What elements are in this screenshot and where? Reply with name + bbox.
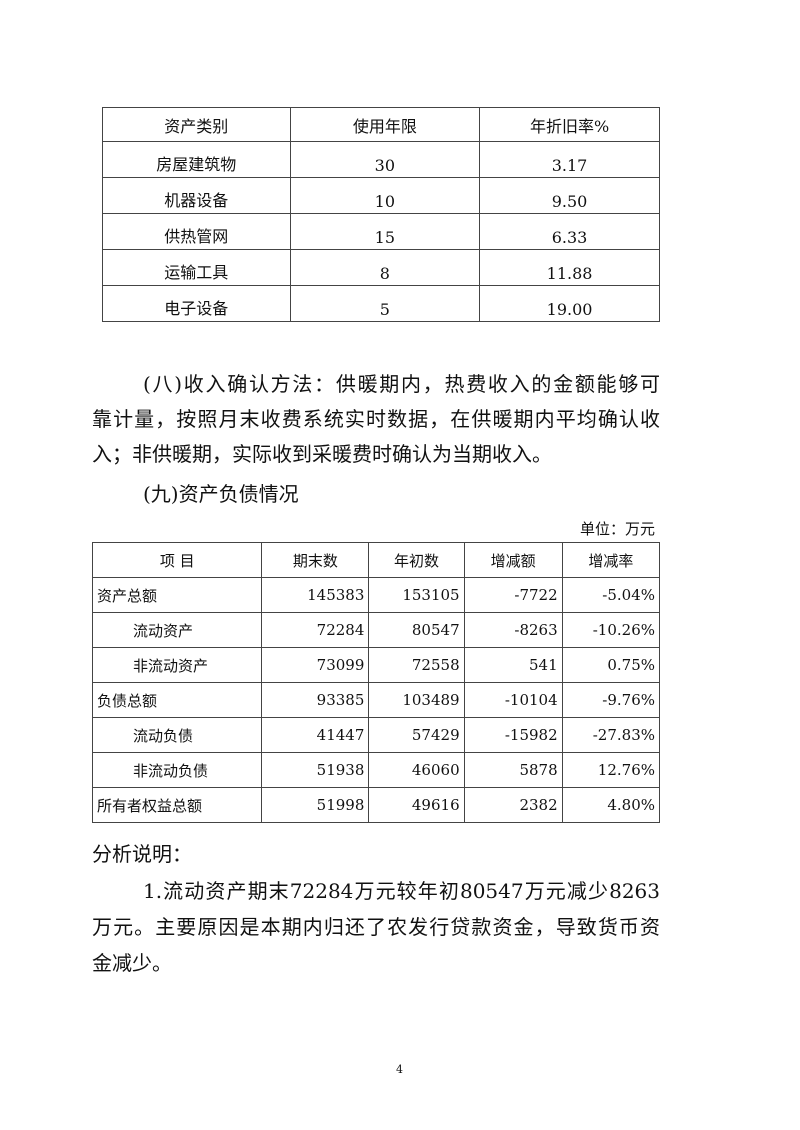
table-cell: 145383 [261, 577, 370, 613]
table-cell: 2382 [463, 787, 563, 823]
table-cell: 非流动资产 [91, 647, 263, 683]
revenue-paragraph-line: 入；非供暖期，实际收到采暖费时确认为当期收入。 [92, 442, 552, 466]
table-cell: 房屋建筑物 [102, 141, 291, 178]
table-cell: -9.76% [561, 682, 661, 718]
header-cell: 增减额 [463, 542, 563, 578]
table-row: 运输工具 8 11.88 [102, 249, 660, 286]
table-cell: -10104 [463, 682, 563, 718]
table-cell: 运输工具 [102, 249, 291, 286]
table-cell: 非流动负债 [91, 752, 263, 788]
table-cell: 51938 [261, 752, 370, 788]
table-cell: 57429 [368, 717, 465, 753]
table-row: 电子设备 5 19.00 [102, 285, 660, 322]
table-cell: 流动资产 [91, 612, 263, 648]
table-cell: 49616 [368, 787, 465, 823]
table-row: 机器设备 10 9.50 [102, 177, 660, 214]
table-cell: -5.04% [561, 577, 661, 613]
header-cell: 资产类别 [102, 107, 291, 142]
table-cell: 8 [289, 249, 481, 286]
header-cell: 使用年限 [289, 107, 481, 142]
table-cell: 103489 [368, 682, 465, 718]
table-header-row: 项 目期末数 年初数 增减额 增减率 [91, 542, 661, 578]
table-cell: -10.26% [561, 612, 661, 648]
header-cell: 年初数 [368, 542, 465, 578]
table-row: 非流动资产 73099 72558 541 0.75% [91, 647, 661, 683]
table-cell: 0.75% [561, 647, 661, 683]
unit-label: 单位：万元 [579, 520, 655, 538]
revenue-paragraph-line: 靠计量，按照月末收费系统实时数据，在供暖期内平均确认收 [92, 407, 660, 431]
page-number: 4 [396, 1063, 403, 1076]
table-cell: 30 [289, 141, 481, 178]
header-cell: 期末数 [261, 542, 370, 578]
table-cell: -27.83% [561, 717, 661, 753]
table-row: 房屋建筑物 30 3.17 [102, 141, 660, 178]
table-row: 非流动负债 51938 46060 5878 12.76% [91, 752, 661, 788]
table-cell: 供热管网 [102, 213, 291, 250]
table-cell: 41447 [261, 717, 370, 753]
table-row: 负债总额 93385 103489 -10104 -9.76% [91, 682, 661, 718]
depreciation-table: 资产类别 使用年限 年折旧率% 房屋建筑物 30 3.17 机器设备 10 9.50 供热管网 15… [102, 107, 660, 322]
section-heading: (九)资产负债情况 [143, 482, 299, 506]
table-row: 资产总额 145383 153105 -7722 -5.04% [91, 577, 661, 613]
table-cell: -7722 [463, 577, 563, 613]
analysis-paragraph-line: 1.流动资产期末72284万元较年初80547万元减少8263 [143, 879, 660, 903]
table-cell: 153105 [368, 577, 465, 613]
table-cell: 15 [289, 213, 481, 250]
table-row: 流动资产 72284 80547 -8263 -10.26% [91, 612, 661, 648]
table-cell: 46060 [368, 752, 465, 788]
table-cell: 11.88 [479, 249, 660, 286]
table-cell: 9.50 [479, 177, 660, 214]
table-cell: 5 [289, 285, 481, 322]
header-cell: 项 目 [91, 542, 263, 578]
table-cell: 负债总额 [91, 682, 263, 718]
table-cell: 72558 [368, 647, 465, 683]
table-cell: 93385 [261, 682, 370, 718]
table-cell: 73099 [261, 647, 370, 683]
table-cell: -8263 [463, 612, 563, 648]
table-cell: -15982 [463, 717, 563, 753]
analysis-paragraph-line: 金减少。 [92, 951, 172, 975]
table-cell: 电子设备 [102, 285, 291, 322]
header-cell: 年折旧率% [479, 107, 660, 142]
table-cell: 10 [289, 177, 481, 214]
analysis-paragraph-line: 万元。主要原因是本期内归还了农发行贷款资金，导致货币资 [92, 915, 660, 939]
table-row: 流动负债 41447 57429 -15982 -27.83% [91, 717, 661, 753]
table-row: 所有者权益总额 51998 49616 2382 4.80% [91, 787, 661, 823]
balance-table: 项 目期末数 年初数 增减额 增减率 资产总额 145383 153105 -7722 -5.0… [91, 542, 661, 823]
table-cell: 资产总额 [91, 577, 263, 613]
table-cell: 5878 [463, 752, 563, 788]
table-cell: 所有者权益总额 [91, 787, 263, 823]
table-cell: 6.33 [479, 213, 660, 250]
table-cell: 541 [463, 647, 563, 683]
table-cell: 80547 [368, 612, 465, 648]
table-cell: 12.76% [561, 752, 661, 788]
table-cell: 19.00 [479, 285, 660, 322]
header-cell: 增减率 [561, 542, 661, 578]
revenue-paragraph-line: (八)收入确认方法：供暖期内，热费收入的金额能够可 [143, 372, 660, 396]
table-cell: 4.80% [561, 787, 661, 823]
table-cell: 流动负债 [91, 717, 263, 753]
table-cell: 51998 [261, 787, 370, 823]
analysis-heading: 分析说明： [92, 842, 192, 866]
table-header-row: 资产类别 使用年限 年折旧率% [102, 107, 660, 142]
table-cell: 机器设备 [102, 177, 291, 214]
table-row: 供热管网 15 6.33 [102, 213, 660, 250]
table-cell: 3.17 [479, 141, 660, 178]
table-cell: 72284 [261, 612, 370, 648]
